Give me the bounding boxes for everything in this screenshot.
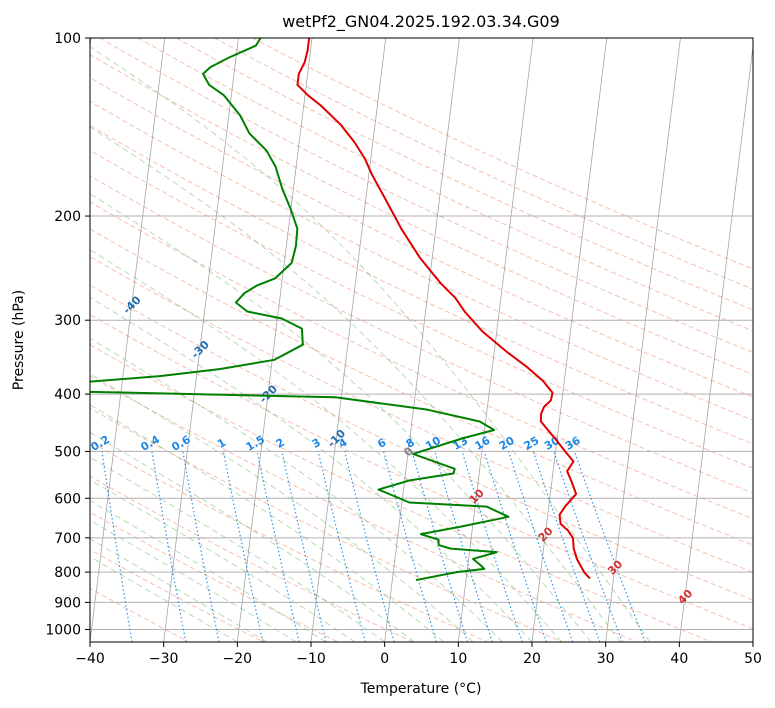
mixing-ratio-line [573, 451, 646, 642]
mixing-ratio-line [553, 451, 623, 642]
y-tick-label: 600 [54, 491, 81, 507]
mixing-ratio-line [101, 451, 133, 642]
y-tick-label: 500 [54, 444, 81, 460]
x-tick-label: 30 [597, 651, 615, 667]
x-tick-label: 10 [449, 651, 467, 667]
y-tick-label: 100 [54, 31, 81, 47]
moist-adiabat-line [90, 538, 268, 642]
mixing-ratio-line [344, 451, 395, 642]
mixing-ratio-line [222, 451, 264, 642]
mixing-ratio-line [434, 451, 493, 642]
chart-title: wetPf2_GN04.2025.192.03.34.G09 [282, 12, 560, 32]
isotherm-line [384, 38, 460, 642]
dry-adiabat-line [137, 38, 753, 332]
plot-frame [89, 37, 754, 643]
dry-adiabat-line [90, 344, 712, 642]
y-tick-label: 300 [54, 313, 81, 329]
x-axis-label: Temperature (°C) [360, 681, 482, 697]
isotherms [90, 38, 753, 642]
moist-adiabat-line [90, 46, 651, 642]
x-tick-label: 40 [670, 651, 688, 667]
y-tick-label: 700 [54, 531, 81, 547]
isotherm-line [163, 38, 239, 642]
dry-adiabat-line [90, 548, 264, 642]
dry-adiabat-line [90, 475, 414, 642]
y-axis-ticks: 100 200 300 400 500 600 700 800 900 1000 [45, 31, 90, 638]
y-tick-label: 200 [54, 209, 81, 225]
x-tick-label: 0 [380, 651, 389, 667]
mixing-ratio-line [382, 451, 437, 642]
x-tick-label: −40 [75, 651, 105, 667]
dry-adiabat-line [90, 77, 753, 398]
y-tick-label: 900 [54, 595, 81, 611]
mixing-ratio-line [507, 451, 574, 642]
mixing-ratio-line [256, 451, 300, 642]
dry-adiabats [90, 38, 753, 642]
y-tick-label: 800 [54, 565, 81, 581]
mixing-ratio-line [281, 451, 327, 642]
mixing-ratio-line [411, 451, 469, 642]
mixing-ratio-lines [101, 451, 646, 642]
moist-adiabat-line [90, 249, 562, 642]
x-tick-label: −20 [223, 651, 253, 667]
moist-adiabat-line [90, 296, 533, 642]
dry-adiabat-line [90, 284, 753, 601]
dry-adiabat-line [90, 407, 563, 642]
mixing-ratio-line [461, 451, 523, 642]
dry-adiabat-line [90, 125, 753, 445]
x-tick-label: 20 [523, 651, 541, 667]
dry-adiabat-line [90, 201, 753, 520]
dry-adiabat-line [90, 587, 190, 642]
x-tick-label: 50 [744, 651, 762, 667]
dry-adiabat-line [176, 38, 753, 311]
isotherm-line [90, 38, 166, 642]
dewpoint-line [90, 38, 510, 582]
mixing-ratio-line [317, 451, 366, 642]
moist-adiabat-line [90, 431, 415, 642]
y-axis-label: Pressure (hPa) [11, 290, 27, 390]
isotherm-line [678, 43, 753, 642]
isotherm-line [531, 38, 608, 642]
temperature-line [296, 38, 591, 580]
dry-adiabat-line [90, 441, 488, 642]
dry-adiabat-line [90, 149, 753, 469]
y-tick-label: 1000 [45, 622, 81, 638]
dry-adiabat-line [90, 175, 753, 494]
x-tick-label: −30 [149, 651, 179, 667]
moist-adiabat-line [90, 126, 621, 642]
moist-adiabat-line [90, 337, 503, 642]
moist-adiabat-line [90, 193, 592, 642]
isotherm-line [236, 38, 313, 642]
moist-adiabat-line [90, 519, 297, 642]
x-tick-label: −10 [296, 651, 326, 667]
moist-adiabat-line [90, 556, 238, 642]
dry-adiabat-line [90, 313, 753, 630]
moist-adiabat-line [90, 373, 474, 642]
moist-adiabat-line [90, 456, 385, 642]
dry-adiabat-line [90, 54, 753, 376]
isotherm-line [457, 38, 534, 642]
mixing-ratio-line [483, 451, 547, 642]
plot-area: -100-90-80-70-60-50-40-30-20-10010203040… [90, 38, 753, 642]
dry-adiabat-line [90, 228, 753, 546]
isotherm-line [605, 38, 681, 642]
moist-adiabats [90, 46, 651, 642]
y-tick-label: 400 [54, 387, 81, 403]
sounding-series [90, 38, 591, 582]
isotherm-line [310, 38, 387, 642]
x-axis-ticks: −40 −30 −20 −10 0 10 20 30 40 50 [75, 642, 762, 667]
mixing-ratio-line [532, 451, 601, 642]
